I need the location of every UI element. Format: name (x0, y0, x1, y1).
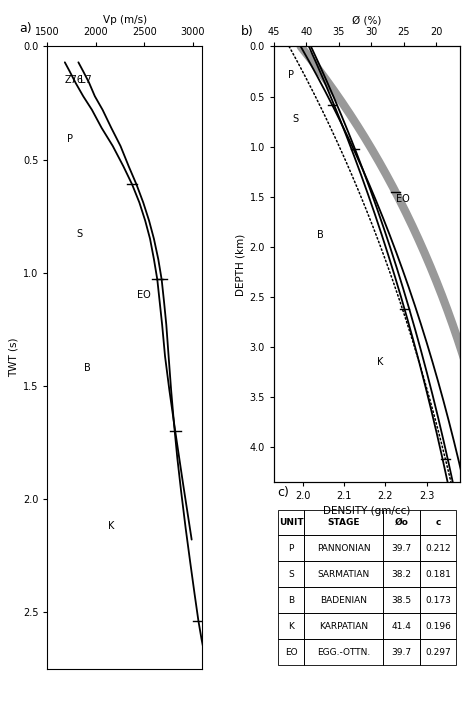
Bar (420, 613, 456, 639)
Bar (304, 613, 383, 639)
Text: K: K (377, 358, 383, 367)
X-axis label: DENSITY (gm/cc): DENSITY (gm/cc) (323, 506, 410, 516)
Bar (420, 639, 456, 665)
Text: 0.173: 0.173 (425, 596, 451, 605)
Text: L7: L7 (80, 75, 92, 85)
Bar (420, 536, 456, 561)
Bar (278, 561, 304, 587)
Bar (304, 639, 383, 665)
Text: S: S (288, 570, 294, 579)
Text: P: P (288, 69, 294, 79)
Text: PANNONIAN: PANNONIAN (317, 544, 371, 553)
Text: STAGE: STAGE (328, 518, 360, 527)
Bar (278, 613, 304, 639)
Text: 0.181: 0.181 (425, 570, 451, 579)
Text: SARMATIAN: SARMATIAN (318, 570, 370, 579)
Bar (383, 639, 420, 665)
Text: 38.5: 38.5 (392, 596, 412, 605)
Text: UNIT: UNIT (279, 518, 303, 527)
Text: b): b) (240, 25, 253, 38)
Bar (278, 587, 304, 613)
Bar (304, 536, 383, 561)
Text: 39.7: 39.7 (392, 544, 412, 553)
Text: EO: EO (396, 194, 410, 204)
Text: Z76: Z76 (65, 75, 84, 85)
Text: c: c (436, 518, 441, 527)
Text: KARPATIAN: KARPATIAN (319, 622, 368, 631)
Text: 0.196: 0.196 (425, 622, 451, 631)
Text: 38.2: 38.2 (392, 570, 411, 579)
Bar (304, 561, 383, 587)
Bar (420, 561, 456, 587)
Text: P: P (288, 544, 294, 553)
Bar (304, 510, 383, 536)
Bar (420, 587, 456, 613)
Text: B: B (84, 363, 91, 373)
Text: B: B (317, 230, 324, 240)
Bar (383, 510, 420, 536)
Bar (278, 639, 304, 665)
Bar (304, 587, 383, 613)
Text: K: K (288, 622, 294, 631)
Text: S: S (292, 114, 299, 124)
Text: EGG.-OTTN.: EGG.-OTTN. (317, 648, 370, 656)
Bar (278, 536, 304, 561)
Bar (383, 587, 420, 613)
Text: S: S (76, 230, 82, 240)
Text: Øo: Øo (395, 518, 409, 527)
Text: BADENIAN: BADENIAN (320, 596, 367, 605)
Text: EO: EO (137, 290, 151, 300)
Bar (278, 510, 304, 536)
Text: P: P (67, 134, 73, 144)
Text: a): a) (19, 21, 32, 34)
Bar (383, 561, 420, 587)
Y-axis label: TWT (s): TWT (s) (9, 337, 18, 378)
Text: 0.297: 0.297 (425, 648, 451, 656)
Text: 0.212: 0.212 (425, 544, 451, 553)
Bar (420, 510, 456, 536)
Text: K: K (109, 521, 115, 531)
Text: 41.4: 41.4 (392, 622, 411, 631)
Bar (383, 536, 420, 561)
X-axis label: Vp (m/s): Vp (m/s) (103, 15, 147, 25)
Text: 39.7: 39.7 (392, 648, 412, 656)
Bar (383, 613, 420, 639)
Text: EO: EO (285, 648, 297, 656)
X-axis label: Ø (%): Ø (%) (352, 15, 382, 25)
Text: B: B (288, 596, 294, 605)
Y-axis label: DEPTH (km): DEPTH (km) (235, 233, 245, 295)
Text: c): c) (278, 486, 290, 499)
